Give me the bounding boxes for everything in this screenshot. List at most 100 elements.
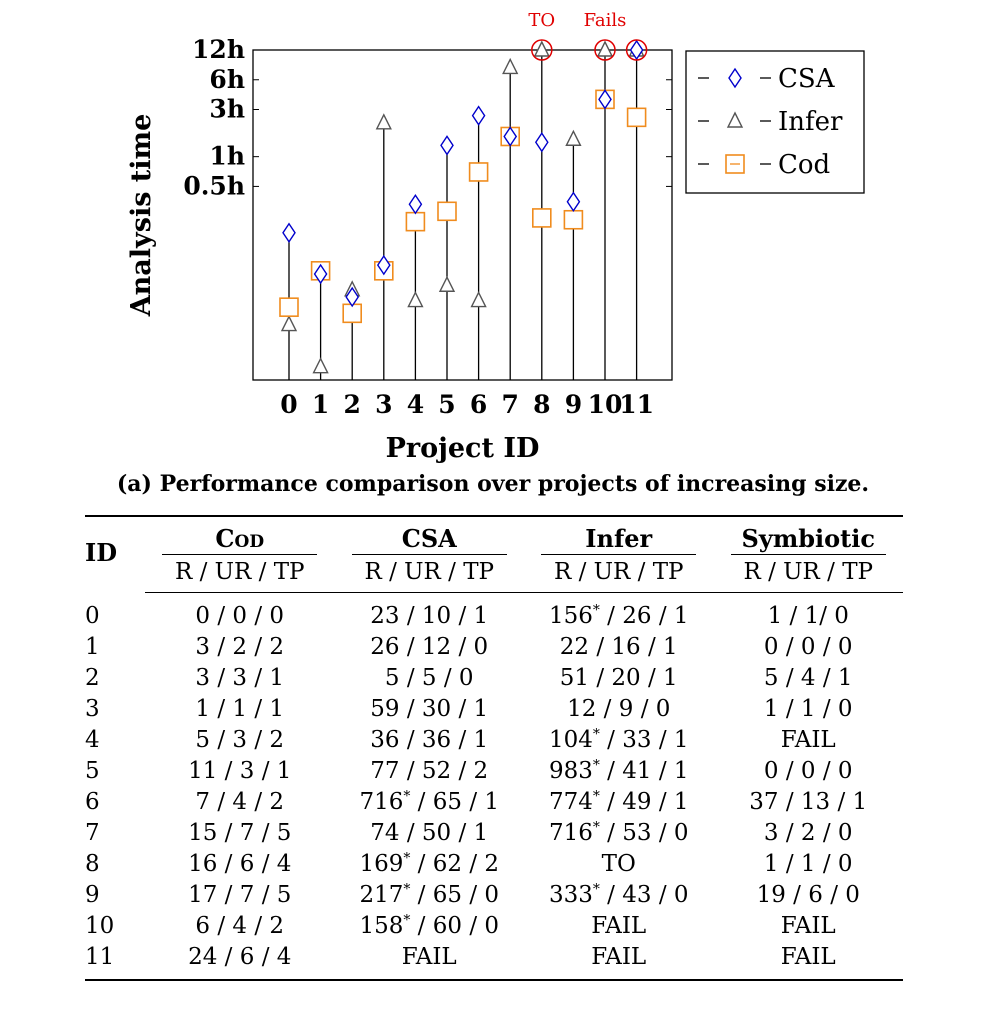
table-cell: 3 / 2 / 2 <box>195 634 285 660</box>
point-csa <box>503 126 518 147</box>
table-row: 2 3 / 3 / 1 5 / 5 / 0 51 / 20 / 1 5 / 4 / 1 <box>85 663 903 694</box>
cell-id: 6 <box>85 789 100 815</box>
cell-id: 10 <box>85 913 115 939</box>
cell-id: 5 <box>85 758 100 784</box>
group-header-csa: CSA <box>335 516 525 555</box>
table-cell: 6 / 4 / 2 <box>195 913 285 939</box>
id-header: ID <box>85 538 118 567</box>
legend-marker-infer <box>726 111 744 128</box>
subheader-csa: R / UR / TP <box>334 555 524 593</box>
table-row: 4 5 / 3 / 2 36 / 36 / 1 104* / 33 / 1 FAIL <box>85 725 903 756</box>
point-infer <box>470 290 487 308</box>
point-csa <box>376 254 391 276</box>
legend-label: Cod <box>778 150 830 180</box>
table-cell: 37 / 13 / 1 <box>749 789 868 815</box>
table-cell: 3 / 3 / 1 <box>195 665 285 691</box>
table-cell: 169* / 62 / 2 <box>359 850 500 877</box>
table-row: 10 6 / 4 / 2 158* / 60 / 0 FAIL FAIL <box>85 911 903 942</box>
x-tick-label: 10 <box>588 390 623 419</box>
annotation-circle <box>594 39 616 61</box>
point-cod <box>563 209 584 230</box>
point-cod <box>626 107 647 128</box>
table-cell: 0 / 0 / 0 <box>763 634 853 660</box>
table-cell: 0 / 0 / 0 <box>763 758 853 784</box>
results-table: ID Cod CSA Infer Symbiotic R / UR / TP R… <box>85 515 903 981</box>
table-cell: FAIL <box>780 727 836 753</box>
point-csa <box>282 222 296 243</box>
table-row: 7 15 / 7 / 5 74 / 50 / 1 716* / 53 / 0 3 / 2… <box>85 818 903 849</box>
group-header-symbiotic: Symbiotic <box>714 516 904 555</box>
table-cell: 5 / 5 / 0 <box>384 665 474 691</box>
y-tick-label: 12h <box>192 35 245 64</box>
x-axis-label: Project ID <box>386 433 540 464</box>
table-cell: 158* / 60 / 0 <box>359 912 500 939</box>
cell-id: 0 <box>85 602 100 629</box>
table-row: 8 16 / 6 / 4 169* / 62 / 2 TO 1 / 1 / 0 <box>85 849 903 880</box>
table-cell: FAIL <box>334 942 524 981</box>
table-cell: FAIL <box>591 913 647 939</box>
group-header-cod: Cod <box>145 516 335 555</box>
point-infer <box>565 129 582 146</box>
legend-marker-csa <box>728 67 742 89</box>
table-cell: 104* / 33 / 1 <box>548 726 689 753</box>
table-cell: 17 / 7 / 5 <box>188 882 292 908</box>
x-tick-label: 7 <box>501 390 518 419</box>
table-cell: 156* / 26 / 1 <box>548 602 689 629</box>
table-cell: 59 / 30 / 1 <box>370 696 489 722</box>
table-cell: 1 / 1 / 0 <box>763 696 853 722</box>
point-cod <box>437 201 457 222</box>
x-tick-label: 4 <box>407 390 424 419</box>
point-csa <box>313 263 328 285</box>
point-csa <box>408 193 423 215</box>
subheader-infer: R / UR / TP <box>524 555 714 593</box>
x-tick-label: 11 <box>619 390 654 419</box>
table-cell: 5 / 3 / 2 <box>195 727 285 753</box>
subheader-cod: R / UR / TP <box>145 555 335 593</box>
plot-frame <box>252 49 673 381</box>
x-tick-label: 1 <box>312 390 329 419</box>
cell-id: 4 <box>85 727 100 753</box>
table-cell: 716* / 53 / 0 <box>548 819 689 846</box>
table-row: 5 11 / 3 / 1 77 / 52 / 2 983* / 41 / 1 0 / 0… <box>85 756 903 787</box>
point-csa <box>440 135 454 156</box>
table-row: 3 1 / 1 / 1 59 / 30 / 1 12 / 9 / 0 1 / 1 / 0 <box>85 694 903 725</box>
x-tick-label: 5 <box>438 390 455 419</box>
table-row: 6 7 / 4 / 2 716* / 65 / 1 774* / 49 / 1 37 /… <box>85 787 903 818</box>
table-cell: 1 / 1 / 1 <box>195 696 285 722</box>
point-cod <box>531 208 552 228</box>
x-tick-label: 2 <box>343 390 360 419</box>
table-row: 9 17 / 7 / 5 217* / 65 / 0 333* / 43 / 0 19 … <box>85 880 903 911</box>
table-cell: FAIL <box>713 942 903 981</box>
cell-id: 7 <box>85 820 100 846</box>
point-infer <box>375 113 392 130</box>
table-row: 1 3 / 2 / 2 26 / 12 / 0 22 / 16 / 1 0 / 0 / … <box>85 632 903 663</box>
cell-id: 9 <box>85 882 100 908</box>
table-row: 0 0 / 0 / 0 23 / 10 / 1 156* / 26 / 1 1 / 1/… <box>85 593 903 633</box>
point-csa <box>534 131 549 153</box>
subheader-symbiotic: R / UR / TP <box>713 555 903 593</box>
table-cell: FAIL <box>780 913 836 939</box>
point-cod <box>468 162 489 182</box>
table-cell: 716* / 65 / 1 <box>359 788 500 815</box>
cell-id: 3 <box>85 696 100 722</box>
legend-label: CSA <box>778 64 836 94</box>
table-cell: 11 / 3 / 1 <box>188 758 292 784</box>
point-csa <box>471 105 486 126</box>
annotation-circle <box>531 39 553 61</box>
table-cell: 26 / 12 / 0 <box>370 634 489 660</box>
x-tick-label: 8 <box>533 390 550 419</box>
table-cell: 0 / 0 / 0 <box>195 603 285 629</box>
table-cell: 24 / 6 / 4 <box>145 942 335 981</box>
point-infer <box>280 315 298 332</box>
table-cell: 22 / 16 / 1 <box>559 634 678 660</box>
point-infer <box>596 40 614 57</box>
legend-box <box>685 50 865 194</box>
table-cell: 77 / 52 / 2 <box>370 758 489 784</box>
point-infer <box>312 357 329 374</box>
y-tick-label: 6h <box>209 65 245 94</box>
table-cell: 3 / 2 / 0 <box>763 820 853 846</box>
point-infer <box>438 275 456 292</box>
table-cell: 16 / 6 / 4 <box>188 851 292 877</box>
point-cod <box>279 297 299 317</box>
point-csa <box>566 191 581 212</box>
